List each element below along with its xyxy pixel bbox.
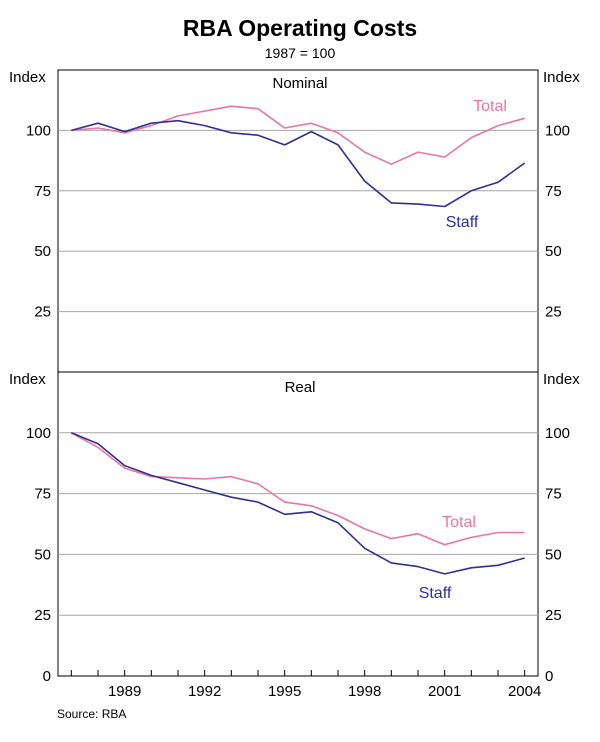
chart-subtitle: 1987 = 100 [265, 45, 336, 61]
source-note: Source: RBA [57, 707, 126, 721]
xtick-label: 1995 [268, 683, 301, 700]
xtick-label: 1998 [348, 683, 381, 700]
real-ytick-label-right: 25 [545, 607, 562, 624]
real-ytick-label-left: 50 [34, 546, 51, 563]
real-ytick-label-right: 75 [545, 486, 562, 503]
xtick-label: 2001 [428, 683, 461, 700]
real-staff-line [70, 432, 525, 575]
real-ytick-label-right: 0 [545, 668, 553, 685]
real-ylabel-right: Index [543, 371, 580, 388]
nominal-ytick-label-left: 50 [34, 243, 51, 260]
nominal-total-line [71, 105, 525, 165]
nominal-ytick-label-right: 100 [545, 122, 570, 139]
real-ytick-label-right: 100 [545, 425, 570, 442]
nominal-ytick-label-right: 25 [545, 304, 562, 321]
nominal-staff-line [71, 119, 526, 208]
real-ytick-label-left: 0 [43, 668, 51, 685]
real-ytick-label-right: 50 [545, 546, 562, 563]
real-ytick-label-left: 100 [26, 425, 51, 442]
chart-title: RBA Operating Costs [183, 15, 417, 41]
nominal-ytick-label-right: 50 [545, 243, 562, 260]
real-ytick-label-left: 25 [34, 607, 51, 624]
xtick-label: 1992 [188, 683, 221, 700]
plot-frame [57, 69, 539, 677]
real-total-label: Total [442, 514, 476, 531]
xtick-label: 2004 [508, 683, 541, 700]
nominal-ytick-label-left: 25 [34, 304, 51, 321]
nominal-ytick-label-right: 75 [545, 183, 562, 200]
real-total-line [70, 432, 525, 546]
real-ylabel-left: Index [9, 371, 46, 388]
real-staff-label: Staff [419, 585, 452, 602]
nominal-ytick-label-left: 75 [34, 183, 51, 200]
nominal-ylabel-right: Index [543, 69, 580, 86]
nominal-total-label: Total [473, 98, 507, 115]
nominal-ytick-label-left: 100 [26, 122, 51, 139]
nominal-ylabel-left: Index [9, 69, 46, 86]
xtick-label: 1989 [108, 683, 141, 700]
nominal-staff-label: Staff [446, 214, 479, 231]
nominal-panel-title: Nominal [272, 75, 327, 92]
real-ytick-label-left: 75 [34, 486, 51, 503]
real-panel-title: Real [285, 379, 316, 396]
